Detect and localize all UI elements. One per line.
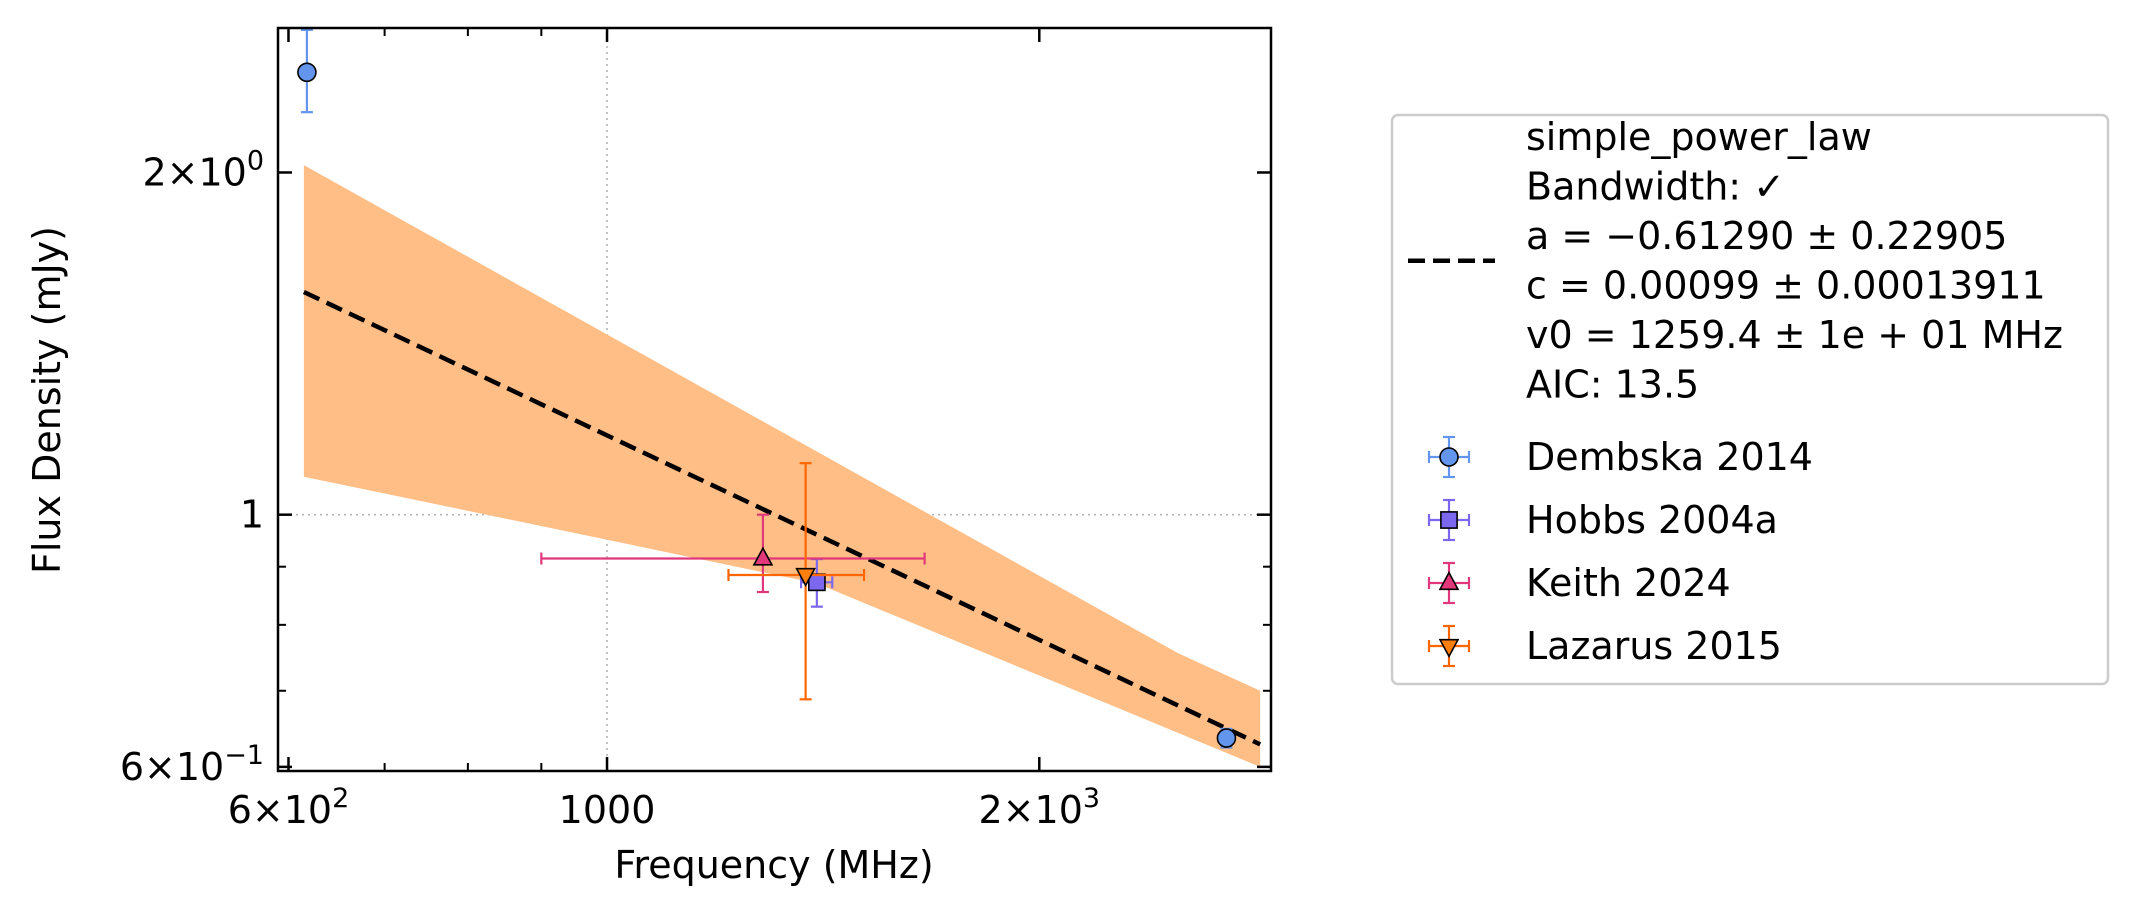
legend-lazarus-2015-label: Lazarus 2015 [1526, 624, 1782, 668]
data-points-layer [297, 28, 1237, 749]
y-tick-label: 2×100 [142, 145, 264, 194]
legend: simple_power_law Bandwidth: ✓ a = −0.61290… [1390, 113, 2110, 686]
keith-2024-point [752, 546, 774, 566]
y-tick-label: 6×10−1 [120, 740, 264, 789]
plot-frame [276, 26, 1273, 773]
dembska-2014-point [1216, 728, 1237, 748]
axis-ticks: 6×102 1000 2×103 6×10−1 1 2×100 [120, 28, 1271, 832]
dembska-2014-point [297, 62, 317, 83]
legend-keith-2024-label: Keith 2024 [1526, 561, 1731, 605]
x-tick-label: 1000 [559, 788, 656, 832]
fit-line-layer [302, 289, 1262, 747]
x-tick-label: 6×102 [228, 783, 350, 832]
legend-frame [1390, 113, 2110, 686]
legend-hobbs-2004a-marker [1440, 511, 1458, 529]
legend-fit-line-1: simple_power_law [1526, 115, 1872, 159]
x-axis-title: Frequency (MHz) [614, 843, 933, 887]
legend-lazarus-2015-marker [1438, 638, 1460, 659]
legend-dembska-2014-marker [1439, 447, 1459, 467]
legend-fit-line-2: Bandwidth: ✓ [1526, 165, 1785, 209]
y-tick-label: 1 [240, 493, 264, 537]
legend-dembska-2014-label: Dembska 2014 [1526, 435, 1813, 479]
legend-fit-line-5: v0 = 1259.4 ± 1e + 01 MHz [1526, 313, 2063, 357]
grid-lines [278, 28, 1271, 771]
lazarus-2015-point [795, 567, 816, 588]
legend-fit-line-6: AIC: 13.5 [1526, 363, 1699, 407]
y-axis-title: Flux Density (mJy) [25, 226, 69, 574]
confidence-band [303, 165, 1261, 767]
legend-hobbs-2004a-label: Hobbs 2004a [1526, 498, 1778, 542]
fit-line [302, 289, 1262, 747]
x-tick-label: 2×103 [979, 783, 1101, 832]
legend-keith-2024-marker [1438, 570, 1460, 591]
legend-fit-line-3: a = −0.61290 ± 0.22905 [1526, 214, 2007, 258]
legend-fit-line-4: c = 0.00099 ± 0.00013911 [1526, 264, 2046, 308]
confidence-band-layer [303, 165, 1261, 767]
